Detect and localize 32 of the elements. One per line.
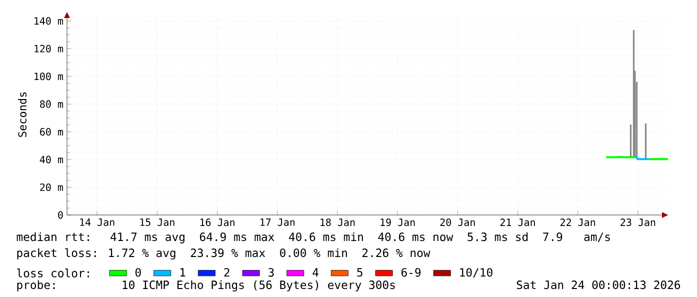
- y-tick-label: 40 m: [40, 156, 64, 164]
- legend-label: 2: [224, 268, 230, 277]
- x-tick-label: 23 Jan: [620, 218, 656, 226]
- x-tick-label: 20 Jan: [440, 218, 475, 226]
- legend-label: 3: [268, 268, 274, 277]
- legend-title: loss color:: [17, 268, 89, 278]
- x-tick-label: 16 Jan: [200, 218, 234, 226]
- x-tick-label: 18 Jan: [320, 218, 355, 226]
- y-tick-label: 140 m: [34, 17, 64, 25]
- legend-label: 5: [357, 268, 362, 277]
- x-tick-label: 22 Jan: [560, 218, 596, 226]
- x-tick-label: 15 Jan: [140, 218, 174, 226]
- y-tick-label: 80 m: [40, 100, 64, 108]
- x-tick-label: 17 Jan: [260, 218, 295, 226]
- legend-label: 4: [312, 268, 318, 276]
- x-tick-label: 14 Jan: [80, 218, 114, 226]
- text: median rtt: 41.7 ms avg 64.9 ms max 40.6 ms min 40.6 ms now 5.3 ms sd 7.9 am/s: [16, 232, 610, 244]
- y-axis-title: Seconds: [18, 92, 27, 137]
- y-tick-label: 100 m: [34, 72, 64, 80]
- x-tick-label: 21 Jan: [500, 218, 535, 226]
- y-tick-label: 20 m: [40, 183, 64, 192]
- y-tick-label: 60 m: [40, 128, 64, 136]
- legend-label: 6-9: [401, 268, 421, 277]
- y-tick-label: 120 m: [34, 44, 64, 52]
- y-tick-label: 0: [58, 211, 63, 219]
- legend-label: 10/10: [460, 268, 492, 278]
- legend-label: 0: [135, 268, 141, 277]
- text: Sat Jan 24 00:00:13 2026: [516, 280, 680, 290]
- x-tick-label: 19 Jan: [380, 218, 415, 226]
- text: packet loss: 1.72 % avg 23.39 % max 0.00 % min 2.26 % now: [17, 248, 430, 260]
- text: probe: 10 ICMP Echo Pings (56 Bytes) every 300s: [17, 280, 395, 292]
- legend-label: 1: [180, 268, 186, 276]
